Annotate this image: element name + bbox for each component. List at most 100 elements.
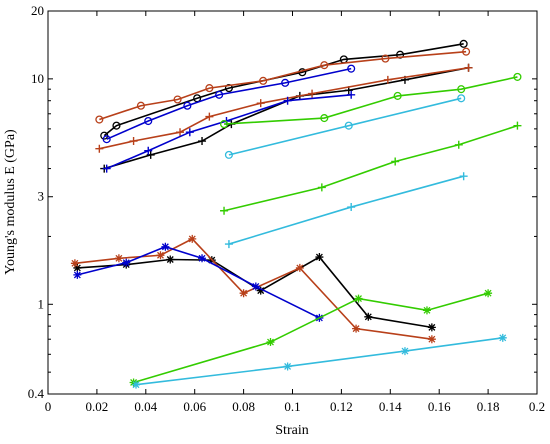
data-point [462, 47, 471, 56]
data-point [391, 157, 400, 166]
data-point [344, 121, 353, 130]
data-point [122, 258, 131, 267]
data-point [256, 286, 265, 295]
data-point [315, 253, 324, 262]
data-point [347, 64, 356, 73]
data-point [352, 324, 361, 333]
data-point [188, 234, 197, 243]
data-point [427, 335, 436, 344]
x-tick-label: 0.12 [330, 399, 353, 414]
data-point [308, 89, 317, 98]
data-point [259, 76, 268, 85]
data-point [70, 259, 79, 268]
y-tick-label: 20 [31, 3, 44, 18]
data-point [132, 380, 141, 389]
x-tick-label: 0.16 [428, 399, 451, 414]
data-point [484, 289, 493, 298]
data-point [161, 242, 170, 251]
data-point [283, 96, 292, 105]
series-line [228, 175, 464, 245]
x-tick-label: 0.1 [284, 399, 300, 414]
series-1 [95, 47, 471, 124]
data-point [215, 90, 224, 99]
x-tick-label: 0 [45, 399, 52, 414]
data-point [205, 112, 214, 121]
series-line [106, 67, 352, 140]
y-tick-label: 3 [38, 189, 45, 204]
series-2 [102, 64, 356, 144]
data-point [347, 203, 356, 212]
data-point [73, 263, 82, 272]
data-point [144, 116, 153, 126]
data-point [102, 164, 111, 173]
series-line [133, 292, 489, 384]
data-point [73, 270, 82, 279]
x-tick-label: 0.06 [183, 399, 206, 414]
data-point [136, 101, 145, 110]
series-7 [220, 121, 522, 215]
x-tick-label: 0.08 [232, 399, 255, 414]
data-point [459, 39, 468, 48]
x-tick-label: 0.14 [379, 399, 402, 414]
data-point [283, 362, 292, 371]
x-tick-label: 0.02 [86, 399, 109, 414]
series-line [103, 43, 464, 137]
data-point [266, 338, 275, 347]
series-13 [129, 289, 493, 387]
series-line [106, 93, 352, 170]
series-line [135, 337, 503, 386]
data-point [513, 121, 522, 130]
data-point [498, 333, 507, 342]
data-point [251, 282, 260, 291]
data-point [393, 91, 402, 100]
data-point [185, 128, 194, 137]
data-point [383, 75, 392, 84]
series-line [77, 256, 432, 329]
series-8 [224, 94, 466, 159]
data-point [219, 120, 229, 129]
data-point [129, 137, 138, 146]
data-point [112, 121, 121, 130]
data-point [102, 135, 111, 144]
data-point [198, 254, 207, 263]
data-point [95, 144, 104, 153]
y-tick-label: 10 [31, 71, 44, 86]
series-5 [102, 90, 356, 173]
data-point [381, 54, 390, 63]
y-axis-label: Young's modulus E (GPa) [3, 129, 18, 275]
data-point [173, 95, 182, 104]
series-line [99, 50, 467, 121]
data-point [459, 172, 468, 181]
x-axis-label: Strain [275, 423, 308, 438]
series-line [77, 245, 320, 319]
series-12 [73, 242, 324, 322]
series-line [104, 66, 469, 170]
data-point [364, 312, 373, 321]
data-point [220, 206, 229, 215]
data-point [354, 294, 363, 303]
series-6 [219, 72, 522, 129]
x-tick-label: 0.04 [134, 399, 157, 414]
x-tick-label: 0.2 [529, 399, 545, 414]
data-point [205, 84, 214, 93]
series-4 [95, 63, 473, 153]
data-point [320, 114, 329, 123]
data-point [281, 78, 290, 87]
data-point [144, 146, 153, 155]
data-point [256, 99, 265, 108]
data-point [464, 63, 473, 72]
series-line [228, 97, 462, 156]
series-line [99, 66, 469, 150]
series-layer [70, 39, 522, 389]
data-point [317, 183, 326, 192]
data-point [400, 347, 409, 356]
data-point [422, 306, 431, 315]
data-point [239, 289, 248, 298]
data-point [156, 251, 165, 260]
data-point [427, 323, 436, 332]
data-point [166, 255, 175, 264]
data-point [176, 128, 185, 137]
axis-ticks: 0 0.02 0.04 0.06 0.08 0.1 0.12 0.14 0.16 0.18 0.2 0… [28, 3, 545, 414]
